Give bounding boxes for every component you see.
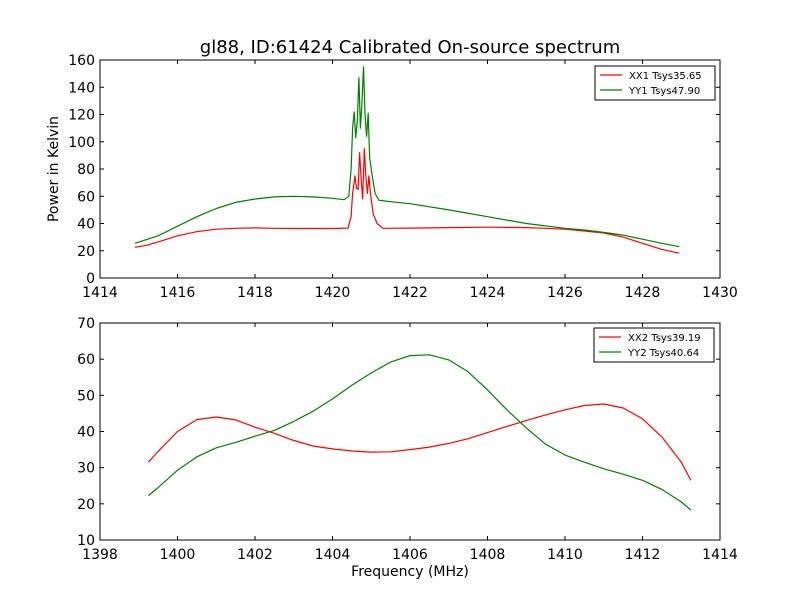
y-axis-label: Power in Kelvin xyxy=(46,116,62,222)
chart-title: gl88, ID:61424 Calibrated On-source spec… xyxy=(200,37,620,58)
y-tick-label: 30 xyxy=(77,461,95,477)
y-tick-label: 70 xyxy=(77,316,95,332)
y-tick-label: 20 xyxy=(77,497,95,513)
x-tick-label: 1414 xyxy=(702,547,738,563)
series-line-2 xyxy=(134,66,680,248)
legend: XX1 Tsys35.65 YY1 Tsys47.90 xyxy=(594,65,716,101)
y-tick-label: 140 xyxy=(68,80,95,96)
legend-entry: XX2 Tsys39.19 xyxy=(628,333,701,344)
y-tick-label: 80 xyxy=(77,162,95,178)
x-tick-label: 1424 xyxy=(470,285,506,301)
top-spectrum-panel: 1414 1416 1418 1420 1422 1424 1426 1428 1430 0 20 4… xyxy=(68,53,738,301)
legend-entry: XX1 Tsys35.65 xyxy=(629,71,702,82)
x-tick-label: 1406 xyxy=(392,547,428,563)
x-tick-label: 1428 xyxy=(625,285,661,301)
x-tick-label: 1402 xyxy=(237,547,273,563)
series-line-2 xyxy=(148,354,692,511)
x-tick-label: 1426 xyxy=(547,285,583,301)
legend-box xyxy=(594,65,716,101)
x-tick-label: 1398 xyxy=(82,547,118,563)
bottom-spectrum-panel: 1398 1400 1402 1404 1406 1408 1410 1412 1414 10 20… xyxy=(77,316,738,563)
x-tick-label: 1416 xyxy=(160,285,196,301)
y-tick-label: 60 xyxy=(77,352,95,368)
legend-box xyxy=(593,327,715,363)
x-tick-label: 1404 xyxy=(315,547,351,563)
x-tick-label: 1412 xyxy=(625,547,661,563)
x-tick-label: 1422 xyxy=(392,285,428,301)
x-tick-label: 1408 xyxy=(470,547,506,563)
x-tick-label: 1420 xyxy=(315,285,351,301)
x-tick-label: 1418 xyxy=(237,285,273,301)
y-tick-label: 20 xyxy=(77,244,95,260)
y-tick-label: 40 xyxy=(77,217,95,233)
series-line-1 xyxy=(134,148,680,254)
y-tick-label: 160 xyxy=(68,53,95,69)
legend: XX2 Tsys39.19 YY2 Tsys40.64 xyxy=(593,327,715,363)
y-tick-label: 60 xyxy=(77,189,95,205)
series-line-1 xyxy=(147,403,692,481)
x-axis-label: Frequency (MHz) xyxy=(351,564,469,580)
y-tick-label: 120 xyxy=(68,108,95,124)
y-tick-label: 50 xyxy=(77,388,95,404)
y-tick-label: 0 xyxy=(86,271,95,287)
y-tick-label: 40 xyxy=(77,425,95,441)
legend-entry: YY2 Tsys40.64 xyxy=(627,348,699,359)
x-tick-label: 1414 xyxy=(82,285,118,301)
legend-entry: YY1 Tsys47.90 xyxy=(628,86,700,97)
y-tick-label: 10 xyxy=(77,533,95,549)
x-tick-label: 1430 xyxy=(702,285,738,301)
y-tick-label: 100 xyxy=(68,135,95,151)
x-tick-label: 1400 xyxy=(160,547,196,563)
x-tick-label: 1410 xyxy=(547,547,583,563)
